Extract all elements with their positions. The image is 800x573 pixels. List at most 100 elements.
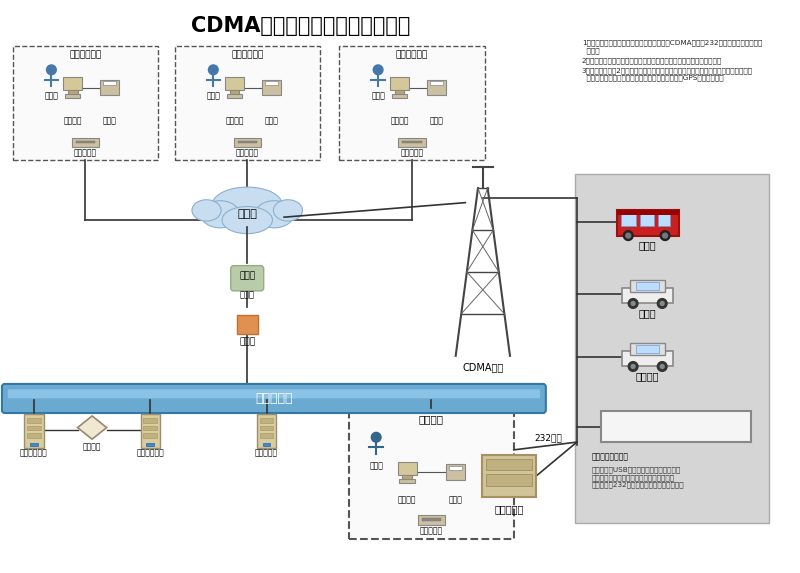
Bar [339,46,485,160]
Text: 据传输: 据传输 [582,48,599,54]
Text: 公交发卡器: 公交发卡器 [74,148,97,158]
Bar [265,81,278,85]
Bar [630,343,665,355]
Ellipse shape [255,201,294,228]
Text: 公交发卡器: 公交发卡器 [401,148,424,158]
Text: 磁盘阵列: 磁盘阵列 [83,442,102,452]
Bar [402,475,412,479]
Ellipse shape [201,201,239,228]
Polygon shape [78,416,106,439]
Bar [238,140,257,143]
Bar [392,94,407,98]
Text: 数据库服务器: 数据库服务器 [137,448,164,457]
Circle shape [623,231,633,241]
Bar [399,479,415,483]
Bar [446,464,466,480]
Text: 防火墙: 防火墙 [239,337,255,347]
Bar [486,458,532,470]
Text: 短途小巴: 短途小巴 [636,371,659,381]
Text: 采集器使用USB短线与公交机连接后将公交
卡片的数据采集到采集器中后，将采集器到
电脑处采用232通讯线将数据下载到数据库中: 采集器使用USB短线与公交机连接后将公交 卡片的数据采集到采集器中后，将采集器到… [591,466,684,488]
Circle shape [660,364,664,368]
Bar [230,90,239,94]
Bar [449,466,462,470]
Text: 中长途车: 中长途车 [662,422,689,431]
Text: CDMA城市一卡通收费系统拓扑图: CDMA城市一卡通收费系统拓扑图 [191,16,410,36]
Bar [622,214,636,226]
Text: 路由器: 路由器 [240,291,254,299]
Text: 充值电脑: 充值电脑 [390,117,409,125]
Bar [260,418,274,423]
Bar [622,288,673,304]
Bar [630,280,665,292]
FancyBboxPatch shape [230,266,264,291]
Text: 2．卡片的办理需在客户端充值处进行办理，卡片的充值可采用其他方式: 2．卡片的办理需在客户端充值处进行办理，卡片的充值可采用其他方式 [582,57,722,64]
Bar [65,94,81,98]
Bar [100,80,119,95]
Text: 1．公交系统数据传输模式可分为无线传输（CDMA）以及232方式（采集器）进行数: 1．公交系统数据传输模式可分为无线传输（CDMA）以及232方式（采集器）进行数 [582,40,762,46]
Bar [430,81,443,85]
Bar [349,408,514,539]
Bar [640,214,654,226]
Bar [260,433,274,438]
Ellipse shape [212,187,282,222]
Bar [27,418,41,423]
Bar [72,138,99,147]
Text: 公交车: 公交车 [639,240,657,250]
Circle shape [660,231,670,241]
Text: 路由器: 路由器 [239,272,255,281]
Text: 操作员: 操作员 [45,92,58,100]
Circle shape [631,301,635,305]
Text: 充值电脑: 充值电脑 [226,117,244,125]
Bar [141,414,160,448]
Bar [622,351,673,367]
Bar [13,46,158,160]
Bar [262,80,281,95]
Ellipse shape [274,200,302,221]
Bar [617,210,678,215]
Circle shape [209,65,218,74]
Text: 广域网: 广域网 [238,209,257,219]
Bar [68,90,78,94]
Circle shape [631,364,635,368]
Circle shape [662,233,667,238]
Text: 打印机: 打印机 [430,117,443,125]
Circle shape [371,433,381,442]
Bar [146,443,154,446]
FancyBboxPatch shape [2,384,546,413]
Text: 3．系统采用至少2台服务器进行搭建，数据库服务器负责所有数据的存储，应用服务器: 3．系统采用至少2台服务器进行搭建，数据库服务器负责所有数据的存储，应用服务器 [582,67,753,73]
Bar [24,414,44,448]
Text: 打印机: 打印机 [265,117,278,125]
Bar [143,426,157,430]
Bar [426,80,446,95]
Bar [402,140,422,143]
Bar [617,210,678,236]
Bar [260,426,274,430]
Text: 公交公司: 公交公司 [419,414,444,424]
Circle shape [628,299,638,308]
Bar [30,443,38,446]
Bar [27,433,41,438]
Bar [227,94,242,98]
Circle shape [660,301,664,305]
Bar [422,518,441,521]
Ellipse shape [222,206,273,234]
Text: 内部局域网: 内部局域网 [255,392,293,405]
Bar [575,174,769,523]
Bar [143,433,157,438]
Text: 打印机: 打印机 [449,496,462,505]
Circle shape [628,362,638,371]
Bar [143,418,157,423]
Bar [27,426,41,430]
Text: 公交发卡器: 公交发卡器 [236,148,258,158]
Bar [63,77,82,90]
Text: 数据库服务器: 数据库服务器 [20,448,48,457]
Bar [257,414,276,448]
Bar [174,46,320,160]
Bar [225,77,244,90]
Text: 公交发卡器: 公交发卡器 [420,527,443,536]
Circle shape [658,299,667,308]
Bar [394,90,404,94]
Bar [102,81,116,85]
Bar [601,411,751,442]
FancyBboxPatch shape [8,390,540,398]
